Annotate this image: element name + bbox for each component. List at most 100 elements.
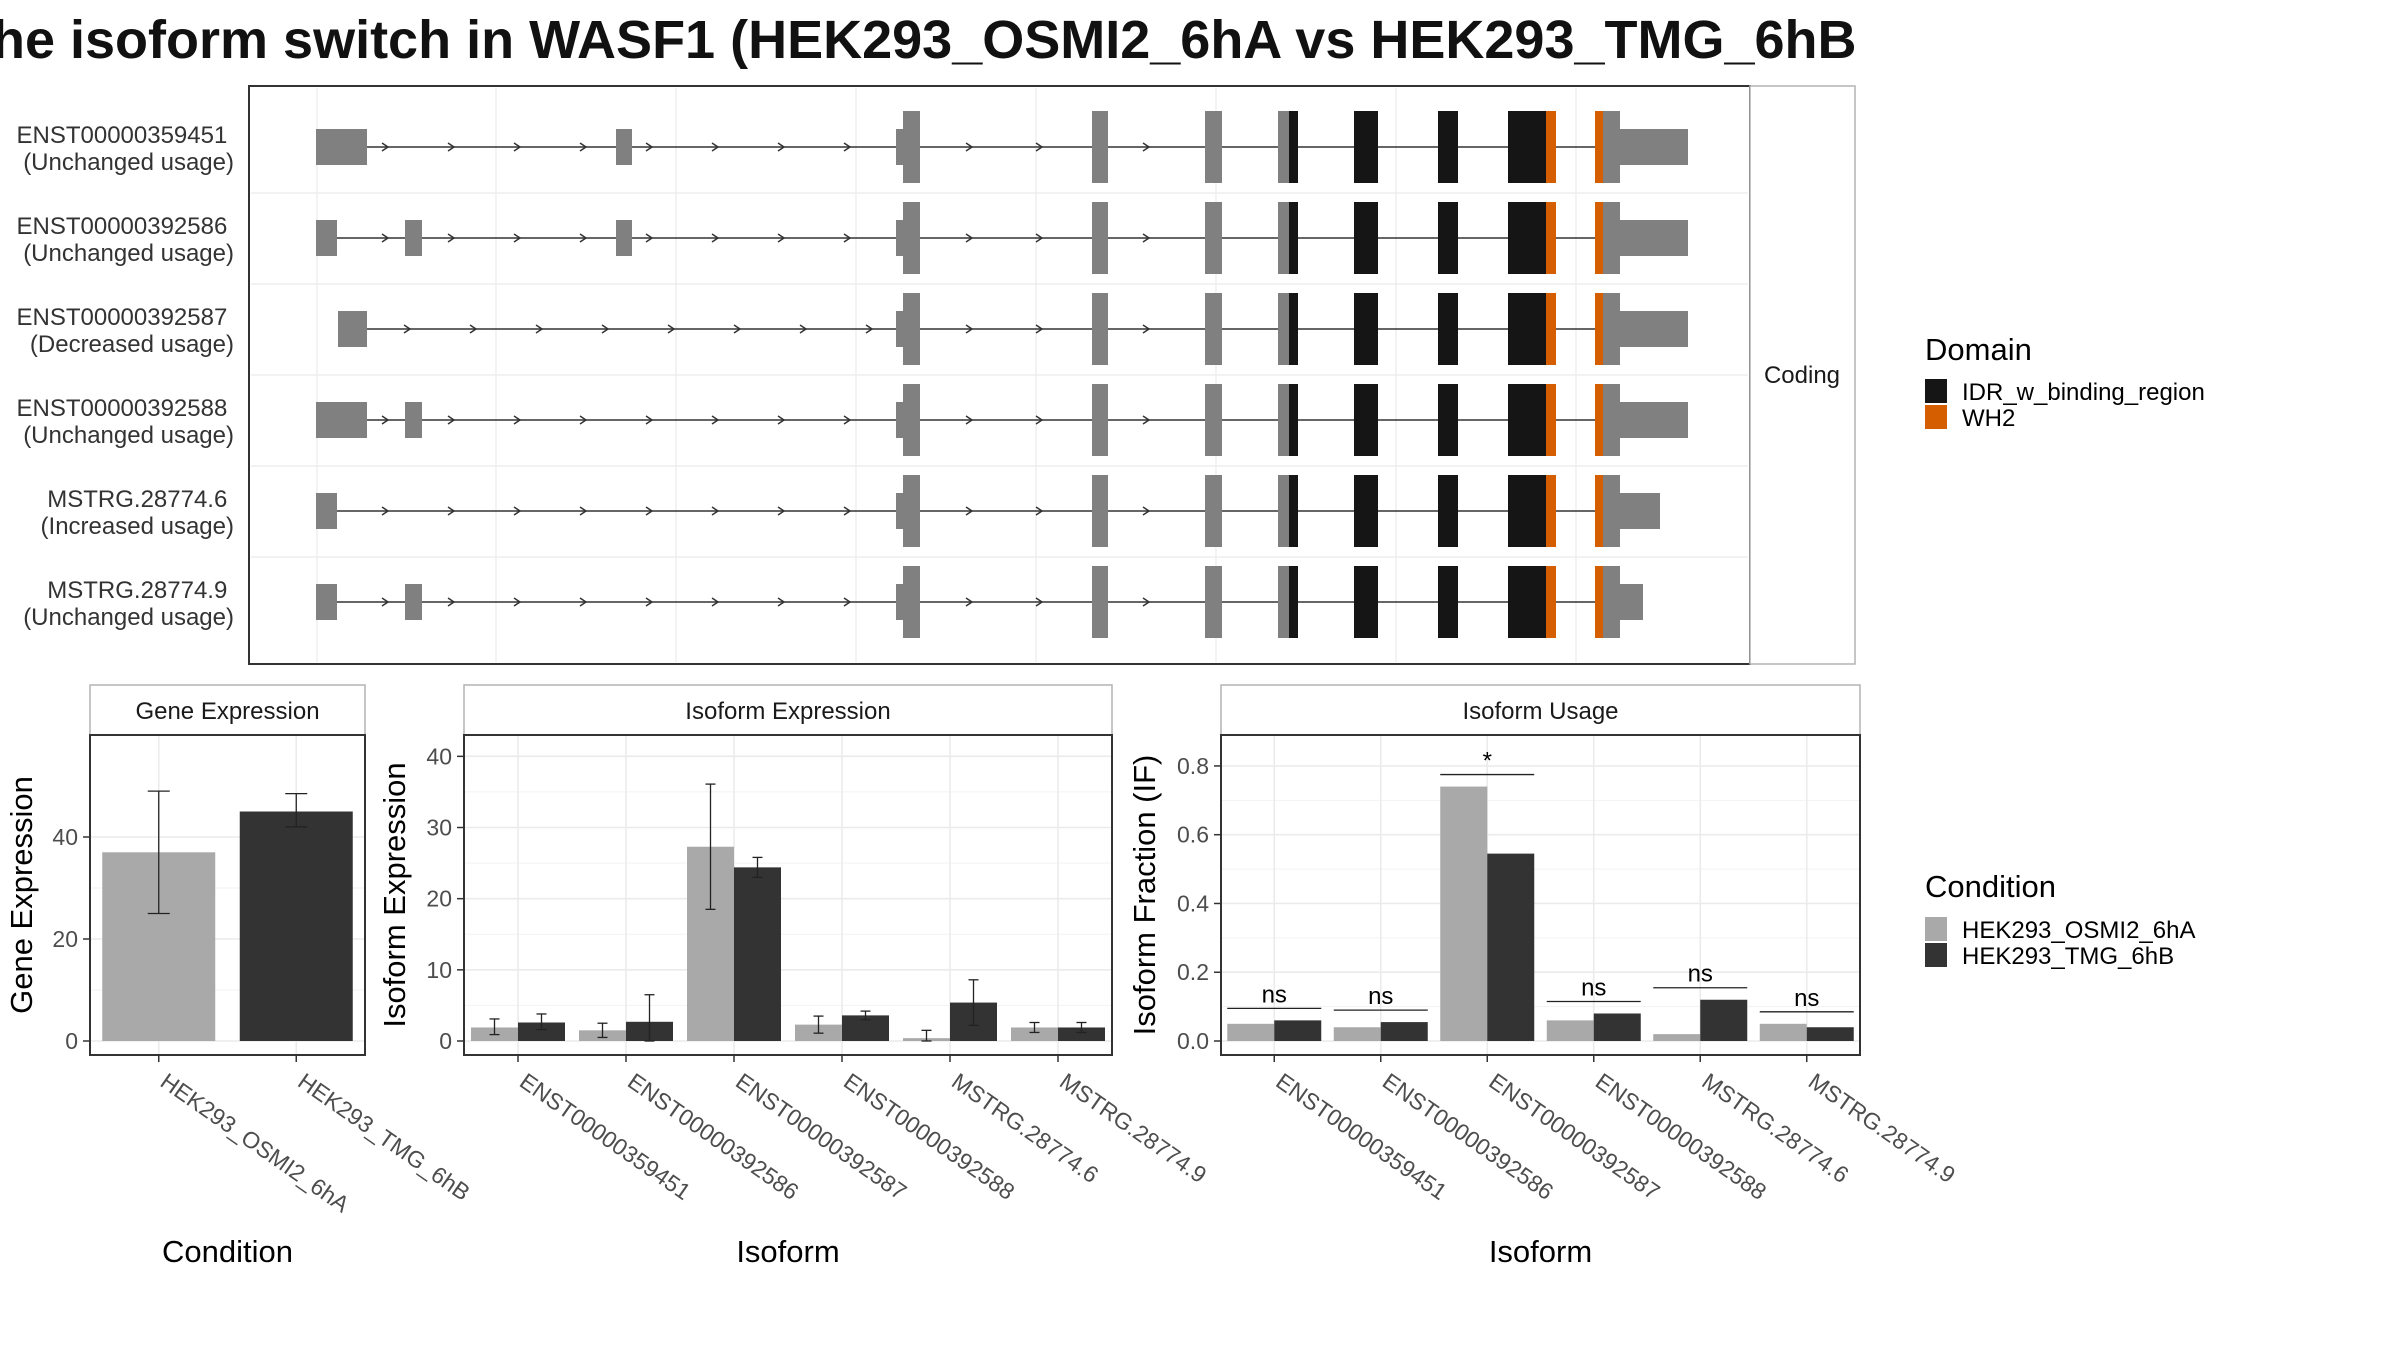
bar-ENST00000392586-2 [1380, 1022, 1428, 1041]
intron-arrow [381, 233, 390, 243]
idr-domain-exon [1508, 293, 1546, 365]
transcript-usage-6: (Unchanged usage) [23, 604, 234, 631]
utr-exon [316, 129, 367, 165]
transcript-id-5: MSTRG.28774.6 [47, 486, 227, 513]
wh2-domain-exon [1546, 111, 1556, 183]
intron-arrow [447, 415, 456, 425]
strip-label: Gene Expression [135, 698, 319, 725]
intron-arrow [447, 233, 456, 243]
intron-arrow [711, 415, 720, 425]
coding-exon [1205, 384, 1222, 456]
x-tick-label: ENST00000392586 [1378, 1068, 1558, 1205]
transcript-id-6: MSTRG.28774.9 [47, 577, 227, 604]
significance-label: ns [1581, 974, 1606, 1001]
y-tick-label: 40 [426, 743, 452, 769]
intron-arrow [1035, 597, 1044, 607]
coding-exon [1092, 566, 1108, 638]
y-tick-label: 0.4 [1177, 890, 1209, 916]
transcript-id-2: ENST00000392586 [16, 213, 227, 240]
y-tick-label: 0 [439, 1028, 452, 1054]
condition-legend: Condition HEK293_OSMI2_6hA HEK293_TMG_6h… [1925, 869, 2195, 970]
significance-label: * [1483, 748, 1492, 775]
utr-exon [1620, 129, 1688, 165]
coding-exon [1603, 475, 1620, 547]
intron-arrow [579, 142, 588, 152]
utr-exon [1620, 220, 1688, 256]
intron-arrow [513, 506, 522, 516]
utr-exon [316, 402, 367, 438]
intron-arrow [777, 506, 786, 516]
utr-exon [405, 584, 422, 620]
transcript-usage-2: (Unchanged usage) [23, 240, 234, 267]
intron-arrow [645, 597, 654, 607]
y-tick-label: 20 [426, 886, 452, 912]
coding-exon [903, 293, 920, 365]
transcript-label-2: ENST00000392586 (Unchanged usage) [16, 213, 234, 267]
coding-exon [1278, 111, 1289, 183]
x-tick-label: ENST00000359451 [1271, 1068, 1451, 1205]
significance-label: ns [1262, 981, 1287, 1008]
intron-arrow [645, 415, 654, 425]
intron-arrow [843, 506, 852, 516]
idr-domain-exon [1289, 384, 1298, 456]
intron-arrow [447, 597, 456, 607]
coding-exon [903, 475, 920, 547]
intron-arrow [965, 415, 974, 425]
intron-arrow [843, 142, 852, 152]
transcript-structure-panel: Coding ENST00000359451 (Unchanged usage)… [16, 85, 1856, 665]
utr-exon [338, 311, 367, 347]
strip-box [89, 684, 366, 736]
intron-arrow [447, 506, 456, 516]
intron-arrow [865, 324, 874, 334]
coding-exon [1603, 566, 1620, 638]
condition-legend-key-a [1925, 917, 1947, 941]
wh2-domain-exon [1546, 293, 1556, 365]
intron-arrow [447, 142, 456, 152]
intron-arrow [777, 142, 786, 152]
intron-arrow [965, 597, 974, 607]
coding-strip [1749, 85, 1856, 665]
bar-MSTRG-28774-9-2 [1806, 1027, 1854, 1041]
y-tick-label: 20 [52, 926, 78, 952]
x-axis-title: Isoform [736, 1234, 839, 1269]
coding-exon [1205, 566, 1222, 638]
panel-border [89, 734, 366, 1056]
idr-domain-exon [1354, 111, 1378, 183]
intron-arrow [403, 324, 412, 334]
coding-exon [1205, 293, 1222, 365]
condition-legend-label-b: HEK293_TMG_6hB [1962, 943, 2174, 970]
x-axis-title: Condition [162, 1234, 293, 1269]
bar-ENST00000359451-2 [518, 1022, 565, 1041]
intron-arrow [965, 506, 974, 516]
transcript-label-1: ENST00000359451 (Unchanged usage) [16, 122, 234, 176]
domain-legend-title: Domain [1925, 332, 2032, 367]
utr-exon [616, 129, 632, 165]
x-axis-title: Isoform [1489, 1234, 1592, 1269]
transcript-label-6: MSTRG.28774.9 (Unchanged usage) [23, 577, 234, 631]
bar-MSTRG-28774-9-1 [1011, 1027, 1058, 1041]
intron-arrow [777, 415, 786, 425]
transcript-label-4: ENST00000392588 (Unchanged usage) [16, 395, 234, 449]
intron-arrow [469, 324, 478, 334]
intron-arrow [799, 324, 808, 334]
coding-exon [903, 202, 920, 274]
coding-exon [903, 111, 920, 183]
intron-arrow [1035, 506, 1044, 516]
coding-exon [1603, 384, 1620, 456]
intron-arrow [381, 506, 390, 516]
idr-domain-exon [1354, 384, 1378, 456]
coding-exon [903, 566, 920, 638]
intron-arrow [965, 324, 974, 334]
domain-legend-key-idr [1925, 379, 1947, 403]
coding-exon [1278, 566, 1289, 638]
idr-domain-exon [1289, 566, 1298, 638]
bar-ENST00000392586-1 [1333, 1027, 1381, 1041]
condition-legend-key-b [1925, 943, 1947, 967]
utr-exon [896, 584, 903, 620]
transcript-id-3: ENST00000392587 [16, 304, 227, 331]
intron-arrow [843, 415, 852, 425]
coding-exon [1092, 111, 1108, 183]
y-axis-title: Gene Expression [4, 776, 39, 1014]
transcript-track-4 [316, 384, 1688, 456]
transcript-track-6 [316, 566, 1643, 638]
